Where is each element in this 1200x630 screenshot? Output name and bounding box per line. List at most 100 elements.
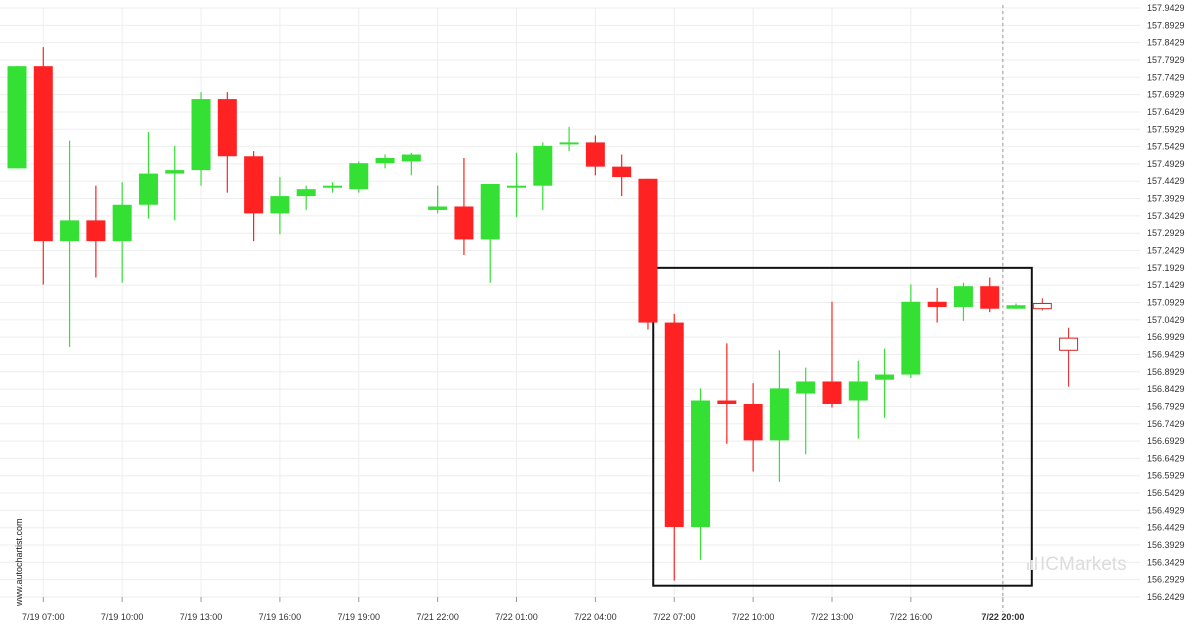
y-tick-label: 157.6429: [1147, 107, 1185, 117]
candle: [901, 284, 921, 378]
x-tick-label: 7/22 07:00: [653, 612, 696, 622]
candle-body: [244, 156, 264, 214]
candle-body: [296, 189, 316, 197]
watermark-brand-suffix: Markets: [1059, 554, 1127, 575]
y-tick-label: 157.5429: [1147, 142, 1185, 152]
y-tick-label: 156.3429: [1147, 557, 1185, 567]
candle: [796, 367, 816, 455]
watermark-logo: ICMarkets: [1027, 554, 1127, 575]
candle: [401, 152, 421, 176]
candle: [875, 348, 895, 418]
candle-body: [612, 166, 632, 178]
candle-body: [322, 185, 342, 188]
y-tick-label: 157.0929: [1147, 298, 1185, 308]
candle-body: [480, 183, 500, 240]
projected-candle-body: [1032, 303, 1052, 310]
x-tick-label: 7/22 01:00: [495, 612, 538, 622]
y-tick-label: 157.5929: [1147, 124, 1185, 134]
y-tick-label: 156.2929: [1147, 575, 1185, 585]
candle: [191, 92, 211, 186]
projected-candles: [1032, 298, 1079, 387]
x-tick-label: 7/22 16:00: [890, 612, 933, 622]
y-tick-label: 157.1429: [1147, 280, 1185, 290]
y-tick-label: 157.3429: [1147, 211, 1185, 221]
candle-body: [217, 99, 237, 157]
candle: [691, 388, 711, 560]
candle: [585, 135, 605, 176]
candle-body: [664, 322, 684, 527]
candle: [533, 142, 553, 210]
y-axis-ticks: 157.9429 157.8929 157.8429 157.7929 157.7429…: [1147, 3, 1185, 602]
candle: [507, 152, 527, 217]
candle-body: [138, 173, 158, 205]
candle-body: [165, 170, 185, 174]
candle-body: [848, 381, 868, 401]
watermark-bar-3: [1035, 557, 1037, 570]
watermark-text: ICMarkets: [1040, 554, 1127, 575]
candle-body: [927, 301, 947, 307]
projected-candle-body: [1059, 337, 1079, 351]
y-tick-label: 157.6929: [1147, 90, 1185, 100]
y-tick-label: 156.9429: [1147, 349, 1185, 359]
candle: [217, 92, 237, 193]
candle: [927, 287, 947, 323]
y-tick-label: 157.0429: [1147, 315, 1185, 325]
y-tick-label: 156.4929: [1147, 505, 1185, 515]
candle: [296, 185, 316, 210]
y-tick-label: 156.5929: [1147, 471, 1185, 481]
candle-body: [691, 400, 711, 527]
y-tick-label: 157.3929: [1147, 194, 1185, 204]
y-tick-label: 156.7429: [1147, 419, 1185, 429]
candle: [60, 140, 80, 347]
candle-body: [112, 204, 132, 242]
y-tick-label: 157.7929: [1147, 55, 1185, 65]
candle-body: [585, 142, 605, 167]
watermark-bar-1: [1027, 563, 1029, 570]
candle-body: [507, 185, 527, 188]
x-tick-label: 7/19 07:00: [22, 612, 65, 622]
x-axis-ticks: 7/19 07:00 7/19 10:00 7/19 13:00 7/19 16:00…: [22, 597, 1024, 622]
y-tick-label: 156.6929: [1147, 436, 1185, 446]
candle-body: [60, 220, 80, 242]
watermark-bar-2: [1031, 560, 1033, 570]
y-tick-label: 157.8929: [1147, 20, 1185, 30]
candle: [270, 177, 290, 235]
candle-body: [796, 381, 816, 394]
candle: [664, 313, 684, 581]
side-label: www.autochartist.com: [14, 518, 24, 607]
candle: [822, 301, 842, 408]
candle-body: [375, 157, 395, 164]
candle-body: [401, 154, 421, 162]
candle: [33, 47, 53, 285]
x-tick-label: 7/22 20:00: [981, 612, 1024, 622]
candles: [7, 47, 1026, 581]
candle: [953, 282, 973, 321]
candle-body: [33, 66, 53, 242]
candle: [769, 350, 789, 482]
x-tick-label: 7/22 10:00: [732, 612, 775, 622]
y-tick-label: 157.8429: [1147, 38, 1185, 48]
candle-body: [743, 403, 763, 441]
candle-body: [454, 206, 474, 240]
x-tick-label: 7/19 10:00: [101, 612, 144, 622]
projected-candle: [1059, 327, 1079, 387]
candle-body: [980, 286, 1000, 309]
y-tick-label: 157.4429: [1147, 176, 1185, 186]
candle: [1006, 303, 1026, 309]
candle: [559, 126, 579, 152]
candle-body: [1006, 305, 1026, 309]
candle: [7, 66, 27, 169]
candle: [428, 185, 448, 214]
pattern-highlight-box: [652, 266, 1033, 587]
candle: [244, 151, 264, 242]
candle-body: [875, 374, 895, 380]
y-tick-label: 156.4429: [1147, 523, 1185, 533]
candle: [165, 145, 185, 221]
candle: [638, 178, 658, 330]
y-tick-label: 156.9929: [1147, 332, 1185, 342]
candle: [349, 161, 369, 193]
candle-body: [270, 196, 290, 214]
candle-body: [769, 388, 789, 441]
y-tick-label: 157.2929: [1147, 228, 1185, 238]
candle: [138, 132, 158, 219]
